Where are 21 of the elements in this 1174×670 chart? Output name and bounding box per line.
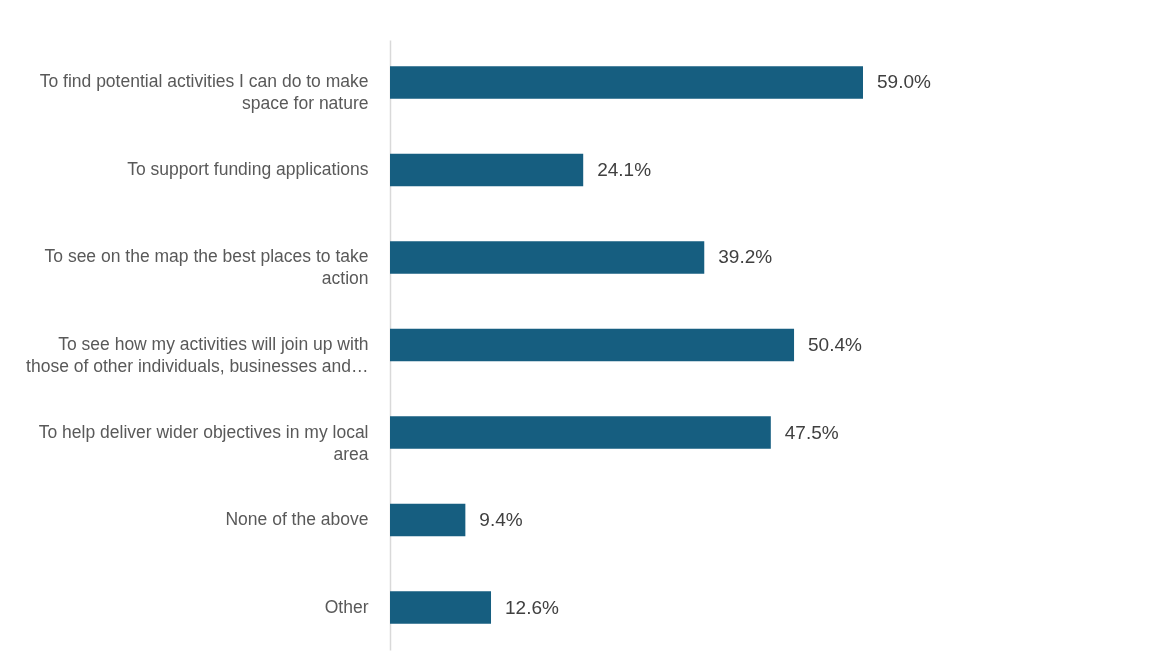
bar [390,328,795,362]
bar [390,66,863,99]
bar [390,503,466,537]
y-tick-label: To find potential activities I can do to make space for nature [39,71,369,114]
bar [390,416,771,449]
data-label: 24.1% [597,158,652,180]
data-label: 39.2% [718,246,773,268]
data-label: 47.5% [784,421,839,443]
y-tick-label: To help deliver wider objectives in my local area [38,421,369,464]
y-tick-label: To support funding applications [127,158,369,179]
bar [390,153,584,187]
bar [390,241,705,274]
data-label: 50.4% [808,334,863,355]
data-label: 12.6% [505,596,559,618]
bar [390,591,492,624]
data-label: 9.4% [479,509,523,531]
y-tick-label: To see on the map the best places to take action [44,246,369,289]
y-tick-label: Other [324,596,369,617]
y-tick-label: To see how my activities will join up with those of other individuals, businesses and… [26,334,369,376]
data-label: 59.0% [877,71,931,93]
y-tick-label: None of the above [225,509,369,530]
